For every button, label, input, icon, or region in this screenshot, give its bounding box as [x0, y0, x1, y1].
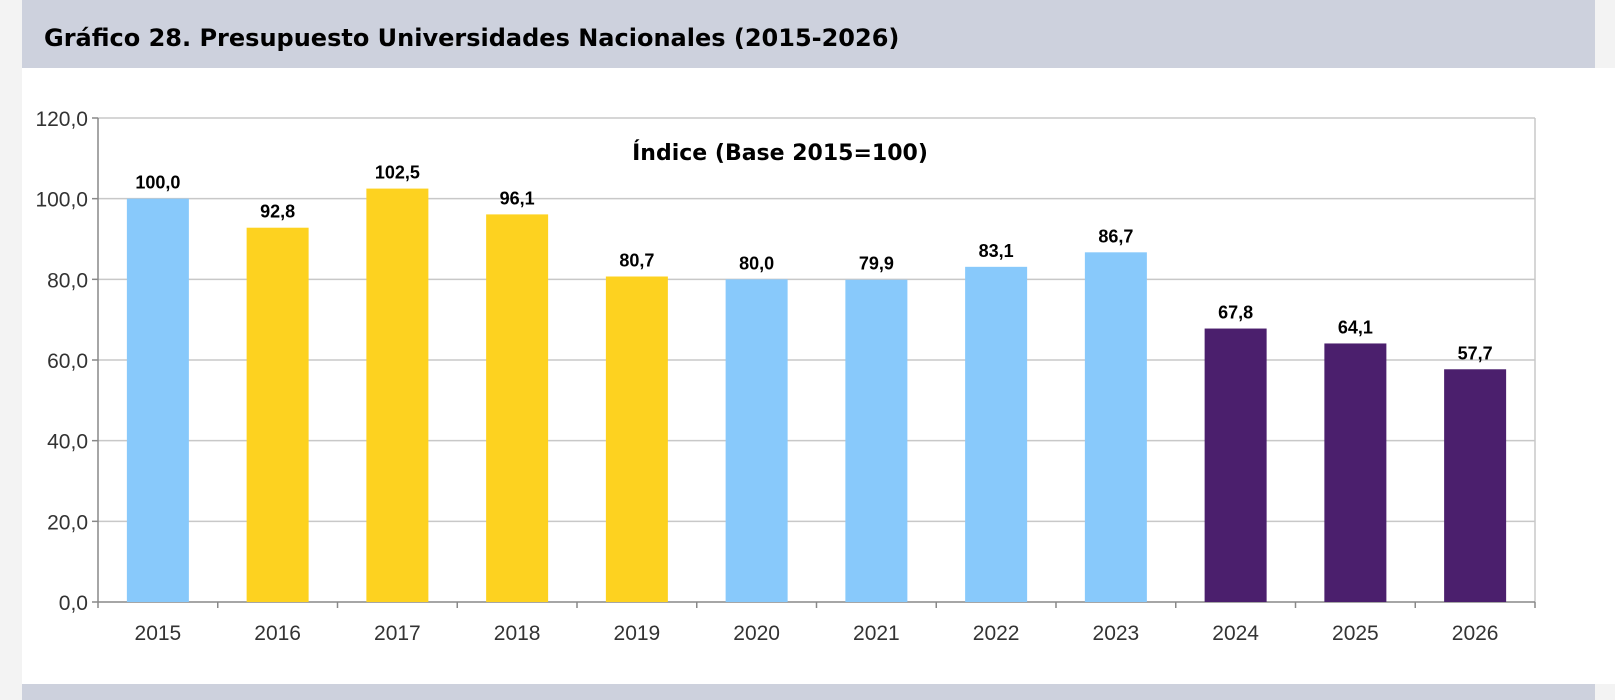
x-tick-label-2024: 2024 [1212, 622, 1259, 645]
x-tick-label-2022: 2022 [973, 622, 1020, 645]
x-tick-label-2016: 2016 [254, 622, 301, 645]
data-label-2026: 57,7 [1458, 343, 1493, 363]
data-label-2015: 100,0 [135, 173, 180, 193]
data-label-2024: 67,8 [1218, 303, 1253, 323]
x-tick-label-2020: 2020 [733, 622, 780, 645]
bar-2021 [845, 279, 908, 602]
bar-2020 [725, 279, 788, 602]
bar-2016 [246, 227, 309, 602]
axes [92, 117, 1536, 608]
data-label-2017: 102,5 [375, 163, 420, 183]
x-tick-label-2018: 2018 [494, 622, 541, 645]
y-tick-labels: 0,0 20,0 40,0 60,0 80,0 100,0 120,0 [35, 108, 88, 615]
x-tick-label-2015: 2015 [135, 622, 182, 645]
x-tick-label-2017: 2017 [374, 622, 421, 645]
x-tick-label-2019: 2019 [614, 622, 661, 645]
x-tick-label-2025: 2025 [1332, 622, 1379, 645]
data-label-2022: 83,1 [979, 241, 1014, 261]
data-label-2021: 79,9 [859, 254, 894, 274]
bar-2015 [126, 198, 189, 602]
bar-2026 [1444, 369, 1507, 602]
y-tick-label: 100,0 [35, 189, 88, 212]
data-label-2019: 80,7 [619, 251, 654, 271]
x-tick-labels: 2015 2016 2017 2018 2019 2020 2021 2022 2023 2024… [135, 622, 1499, 645]
bar-2018 [486, 214, 549, 602]
chart-subtitle: Índice (Base 2015=100) [632, 140, 928, 166]
bar-2022 [965, 266, 1028, 602]
bar-2024 [1204, 328, 1267, 602]
x-tick-label-2023: 2023 [1093, 622, 1140, 645]
y-tick-label: 60,0 [47, 350, 88, 373]
x-tick-label-2026: 2026 [1452, 622, 1499, 645]
y-tick-label: 80,0 [47, 269, 88, 292]
page-title: Gráfico 28. Presupuesto Universidades Na… [44, 24, 900, 52]
y-tick-label: 120,0 [35, 108, 88, 131]
data-labels: 100,0 92,8 102,5 96,1 80,7 80,0 79,9 83,1 86,7 67… [135, 163, 1492, 364]
bars [126, 188, 1507, 603]
x-tick-label-2021: 2021 [853, 622, 900, 645]
data-label-2025: 64,1 [1338, 317, 1373, 337]
data-label-2020: 80,0 [739, 253, 774, 273]
data-label-2018: 96,1 [500, 188, 535, 208]
bar-2023 [1084, 252, 1147, 602]
y-tick-label: 0,0 [59, 592, 88, 615]
bar-2019 [605, 276, 668, 602]
data-label-2023: 86,7 [1098, 226, 1133, 246]
bar-2017 [366, 188, 429, 603]
header-band: Gráfico 28. Presupuesto Universidades Na… [22, 0, 1595, 68]
bar-2025 [1324, 343, 1387, 602]
gridlines [98, 117, 1535, 523]
y-tick-label: 20,0 [47, 511, 88, 534]
y-tick-label: 40,0 [47, 431, 88, 454]
data-label-2016: 92,8 [260, 202, 295, 222]
footer-band [22, 684, 1595, 700]
